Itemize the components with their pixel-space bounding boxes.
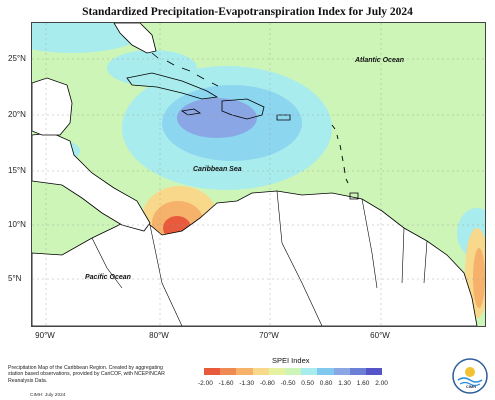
lon-label-80w: 80°W: [149, 331, 169, 340]
map-credit: CIMH: July 2024: [30, 393, 66, 398]
legend-tick-label: 0.50: [301, 380, 314, 387]
wet-anomaly-bahamas: [107, 50, 197, 86]
legend-tick-label: 0.80: [319, 380, 333, 387]
legend-tick-label: -0.50: [280, 380, 296, 387]
lon-label-90w: 90°W: [35, 331, 55, 340]
legend-swatch: [301, 368, 318, 375]
dry-anomaly-east-core: [473, 248, 485, 308]
legend-tick-label: 1.30: [338, 380, 351, 387]
lat-label-10n: 10°N: [8, 220, 26, 229]
legend-tick-label: -0.80: [259, 380, 275, 387]
legend-swatch: [284, 368, 302, 375]
legend-tick-label: -1.30: [239, 380, 255, 387]
legend-color-bar: [204, 368, 383, 375]
legend-tick-label: 2.00: [375, 380, 388, 387]
lat-label-15n: 15°N: [8, 166, 26, 175]
legend-swatch: [349, 368, 366, 375]
land-central-america: [32, 132, 151, 232]
legend-swatch: [252, 368, 269, 375]
legend-swatch: [317, 368, 334, 375]
legend-tick-label: -1.60: [218, 380, 234, 387]
island-bahamas: [151, 52, 219, 87]
island-jamaica: [180, 108, 202, 116]
legend-ticks: -2.00 -1.60 -1.30 -0.80 -0.50 0.50 0.80 1.30 1.6…: [198, 380, 388, 387]
map-description: Precipitation Map of the Caribbean Regio…: [8, 365, 165, 384]
island-puerto-rico: [276, 114, 291, 121]
spei-map: [31, 22, 486, 327]
atlantic-ocean-label: Atlantic Ocean: [355, 57, 405, 64]
wet-anomaly-hispaniola: [177, 98, 257, 138]
legend-swatch: [268, 368, 285, 375]
legend-swatch: [220, 368, 237, 375]
lat-label-25n: 25°N: [8, 54, 26, 63]
lon-label-60w: 60°W: [370, 331, 390, 340]
map-canvas: [32, 23, 485, 326]
country-borders: [91, 190, 428, 326]
legend-swatch: [333, 368, 350, 375]
legend-title: SPEI Index: [272, 356, 310, 365]
lat-label-5n: 5°N: [8, 274, 22, 283]
land-florida: [113, 23, 157, 54]
legend-swatch: [365, 368, 383, 375]
island-cuba: [126, 72, 219, 100]
map-title: Standardized Precipitation-Evapotranspir…: [82, 6, 413, 18]
legend-tick-label: -2.00: [198, 380, 213, 387]
cimh-logo: [452, 358, 488, 394]
island-hispaniola: [221, 98, 265, 120]
legend-swatch: [204, 368, 221, 375]
caribbean-sea-label: Caribbean Sea: [193, 166, 242, 173]
lon-label-70w: 70°W: [259, 331, 279, 340]
wet-anomaly-north-atlantic: [32, 23, 142, 53]
legend-tick-label: 1.60: [356, 380, 370, 387]
lat-label-20n: 20°N: [8, 110, 26, 119]
legend-swatch: [236, 368, 253, 375]
land-yucatan: [32, 77, 73, 136]
island-trinidad: [349, 192, 359, 200]
pacific-ocean-label: Pacific Ocean: [85, 274, 131, 281]
island-lesser-antilles: [331, 124, 349, 184]
logo-text: CIMH: [465, 384, 477, 389]
